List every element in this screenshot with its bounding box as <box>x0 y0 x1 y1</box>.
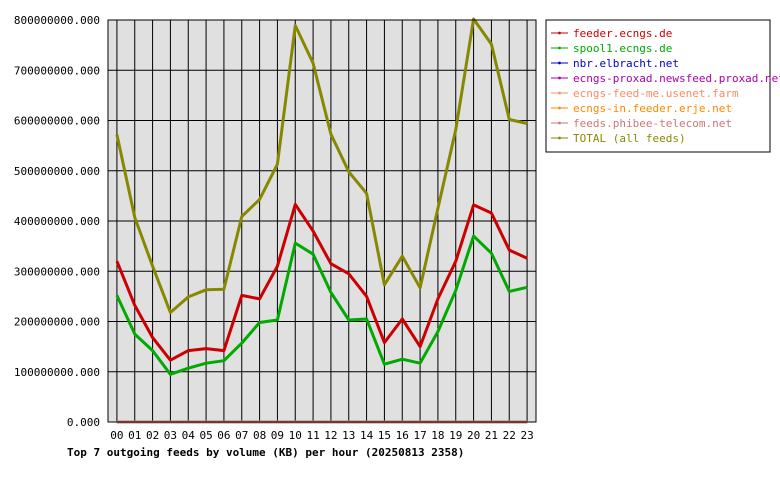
legend-marker <box>558 61 561 65</box>
x-tick-label: 22 <box>503 429 516 442</box>
x-tick-label: 15 <box>378 429 391 442</box>
x-tick-label: 20 <box>467 429 480 442</box>
x-tick-label: 00 <box>110 429 123 442</box>
y-tick-label: 300000000.000 <box>14 265 100 278</box>
legend-label: ecngs-in.feeder.erje.net <box>573 102 732 115</box>
y-tick-label: 500000000.000 <box>14 165 100 178</box>
y-tick-label: 400000000.000 <box>14 215 100 228</box>
x-tick-label: 09 <box>271 429 284 442</box>
legend-item: TOTAL (all feeds) <box>551 132 686 145</box>
series-line-spool1-ecngs-de <box>115 234 528 376</box>
x-tick-label: 12 <box>324 429 337 442</box>
legend-label: feeds.phibee-telecom.net <box>573 117 732 130</box>
x-tick-label: 16 <box>396 429 409 442</box>
x-tick-label: 19 <box>449 429 462 442</box>
x-tick-label: 13 <box>342 429 355 442</box>
axis-ticks: 00 01 02 03 04 05 06 07 08 09 10 11 12 13 14 15 16 17 18 19… <box>14 14 534 442</box>
legend-label: ecngs-proxad.newsfeed.proxad.net <box>573 72 780 85</box>
legend-marker <box>558 106 561 110</box>
x-tick-label: 02 <box>146 429 159 442</box>
x-tick-label: 04 <box>182 429 196 442</box>
y-tick-label: 600000000.000 <box>14 115 100 128</box>
legend-label: feeder.ecngs.de <box>573 27 672 40</box>
y-tick-label: 0.000 <box>67 416 100 429</box>
y-tick-label: 800000000.000 <box>14 14 100 27</box>
legend-label: ecngs-feed-me.usenet.farm <box>573 87 739 100</box>
legend-item: nbr.elbracht.net <box>551 57 679 70</box>
legend-marker <box>558 46 561 50</box>
legend-marker <box>558 76 561 80</box>
x-tick-label: 06 <box>217 429 230 442</box>
plot-border <box>107 19 537 423</box>
y-tick-label: 700000000.000 <box>14 64 100 77</box>
series-line-feeder-ecngs-de <box>115 202 528 362</box>
x-tick-label: 23 <box>520 429 533 442</box>
legend-label: nbr.elbracht.net <box>573 57 679 70</box>
legend-box <box>545 19 771 153</box>
legend-item: ecngs-proxad.newsfeed.proxad.net <box>551 72 780 85</box>
legend-item: ecngs-feed-me.usenet.farm <box>551 87 739 100</box>
legend-label: TOTAL (all feeds) <box>573 132 686 145</box>
legend-marker <box>558 121 561 125</box>
x-tick-label: 01 <box>128 429 141 442</box>
x-tick-label: 10 <box>289 429 302 442</box>
x-tick-label: 17 <box>413 429 426 442</box>
x-tick-label: 07 <box>235 429 248 442</box>
legend-item: ecngs-in.feeder.erje.net <box>551 102 732 115</box>
legend-marker <box>558 136 561 140</box>
legend-item: spool1.ecngs.de <box>551 42 672 55</box>
x-tick-label: 14 <box>360 429 374 442</box>
x-tick-label: 03 <box>164 429 177 442</box>
x-tick-label: 05 <box>199 429 212 442</box>
legend-marker <box>558 31 561 35</box>
legend-item: feeder.ecngs.de <box>551 27 672 40</box>
legend-marker <box>558 91 561 95</box>
x-tick-label: 11 <box>306 429 319 442</box>
grid <box>108 19 536 423</box>
legend: feeder.ecngs.de spool1.ecngs.de nbr.elbrac… <box>551 27 780 145</box>
chart-caption: Top 7 outgoing feeds by volume (KB) per … <box>67 446 464 459</box>
y-tick-label: 200000000.000 <box>14 316 100 329</box>
legend-label: spool1.ecngs.de <box>573 42 672 55</box>
x-tick-label: 08 <box>253 429 266 442</box>
legend-item: feeds.phibee-telecom.net <box>551 117 732 130</box>
series-line-total-all-feeds- <box>115 17 528 314</box>
y-tick-label: 100000000.000 <box>14 366 100 379</box>
x-tick-label: 18 <box>431 429 444 442</box>
x-tick-label: 21 <box>485 429 498 442</box>
